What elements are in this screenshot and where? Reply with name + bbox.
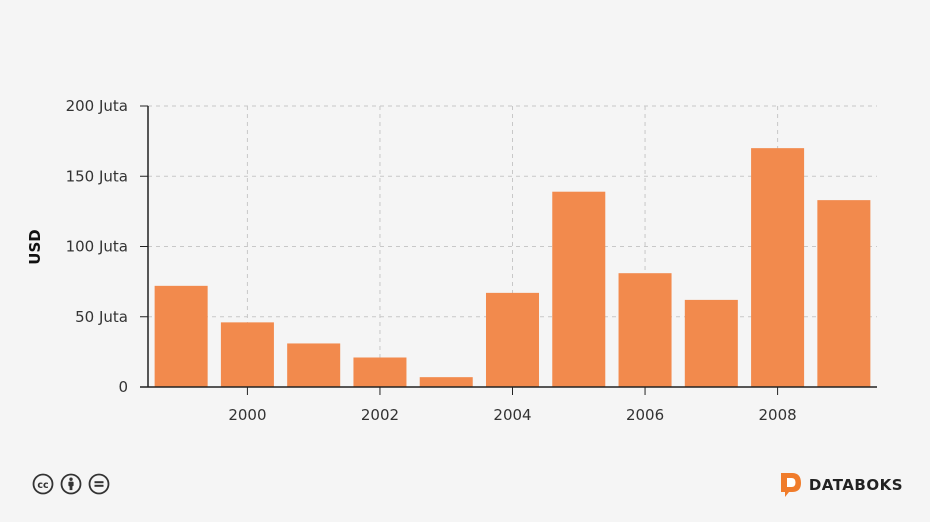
bar-2009[interactable]: [817, 200, 871, 387]
cc-icon: cc: [32, 473, 54, 495]
brand-logo: DATABOKS: [779, 472, 903, 498]
by-icon: [60, 473, 82, 495]
bar-2008[interactable]: [751, 148, 805, 387]
x-tick-label: 2004: [493, 406, 531, 424]
svg-text:cc: cc: [37, 480, 48, 491]
y-tick-label: 200 Juta: [66, 97, 128, 115]
y-tick-label: 150 Juta: [66, 167, 128, 185]
x-tick-label: 2000: [228, 406, 266, 424]
y-tick-label: 0: [118, 378, 128, 396]
y-tick-label: 100 Juta: [66, 238, 128, 256]
bar-2006[interactable]: [618, 273, 672, 387]
x-tick-label: 2006: [626, 406, 664, 424]
bar-2000[interactable]: [220, 322, 274, 387]
tick-labels: 0 50 Juta 100 Juta 150 Juta 200 Juta 2000 2002…: [66, 97, 797, 424]
x-tick-label: 2008: [758, 406, 796, 424]
bar-2001[interactable]: [287, 343, 341, 387]
bar-2002[interactable]: [353, 357, 407, 387]
y-tick-label: 50 Juta: [75, 308, 128, 326]
bar-1999[interactable]: [154, 285, 208, 387]
license-icons: cc: [32, 473, 110, 495]
brand-name: DATABOKS: [808, 476, 903, 494]
x-tick-label: 2002: [361, 406, 399, 424]
bar-2005[interactable]: [552, 191, 606, 387]
bars: [154, 148, 871, 387]
bar-2007[interactable]: [684, 299, 738, 387]
bar-2003[interactable]: [419, 377, 473, 387]
axes: [140, 105, 877, 395]
databoks-logo-icon: [780, 473, 801, 497]
nd-icon: [88, 473, 110, 495]
y-axis-label: USD: [26, 229, 44, 264]
bar-2004[interactable]: [485, 292, 540, 387]
